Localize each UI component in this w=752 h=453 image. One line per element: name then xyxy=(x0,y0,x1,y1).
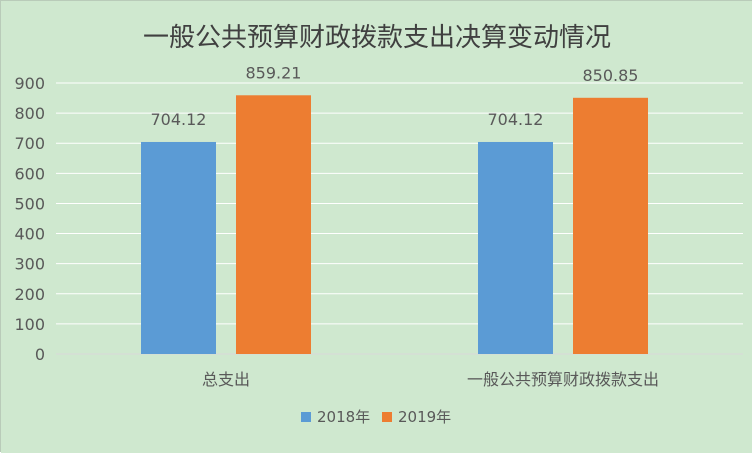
bar-2018 xyxy=(141,141,216,354)
chart-title: 一般公共预算财政拨款支出决算变动情况 xyxy=(143,23,611,53)
bar-2019 xyxy=(573,97,648,354)
data-label: 704.12 xyxy=(488,110,544,129)
y-tick-label: 400 xyxy=(14,225,45,244)
data-label: 704.12 xyxy=(151,110,207,129)
y-tick-label: 0 xyxy=(35,345,45,364)
bar-2019 xyxy=(236,95,311,355)
y-tick-label: 200 xyxy=(14,285,45,304)
x-category-label: 一般公共预算财政拨款支出 xyxy=(467,370,659,389)
y-tick-label: 900 xyxy=(14,74,45,93)
legend-label: 2019年 xyxy=(398,408,451,426)
y-tick-label: 300 xyxy=(14,255,45,274)
bar-2018 xyxy=(478,141,553,354)
y-tick-label: 800 xyxy=(14,104,45,123)
y-tick-label: 500 xyxy=(14,194,45,213)
x-category-label: 总支出 xyxy=(202,370,250,389)
legend-label: 2018年 xyxy=(317,408,370,426)
legend-swatch xyxy=(382,412,392,422)
legend-swatch xyxy=(301,412,311,422)
data-label: 850.85 xyxy=(583,66,639,85)
data-label: 859.21 xyxy=(246,63,302,82)
y-tick-label: 600 xyxy=(14,164,45,183)
y-tick-label: 100 xyxy=(14,315,45,334)
y-tick-label: 700 xyxy=(14,134,45,153)
